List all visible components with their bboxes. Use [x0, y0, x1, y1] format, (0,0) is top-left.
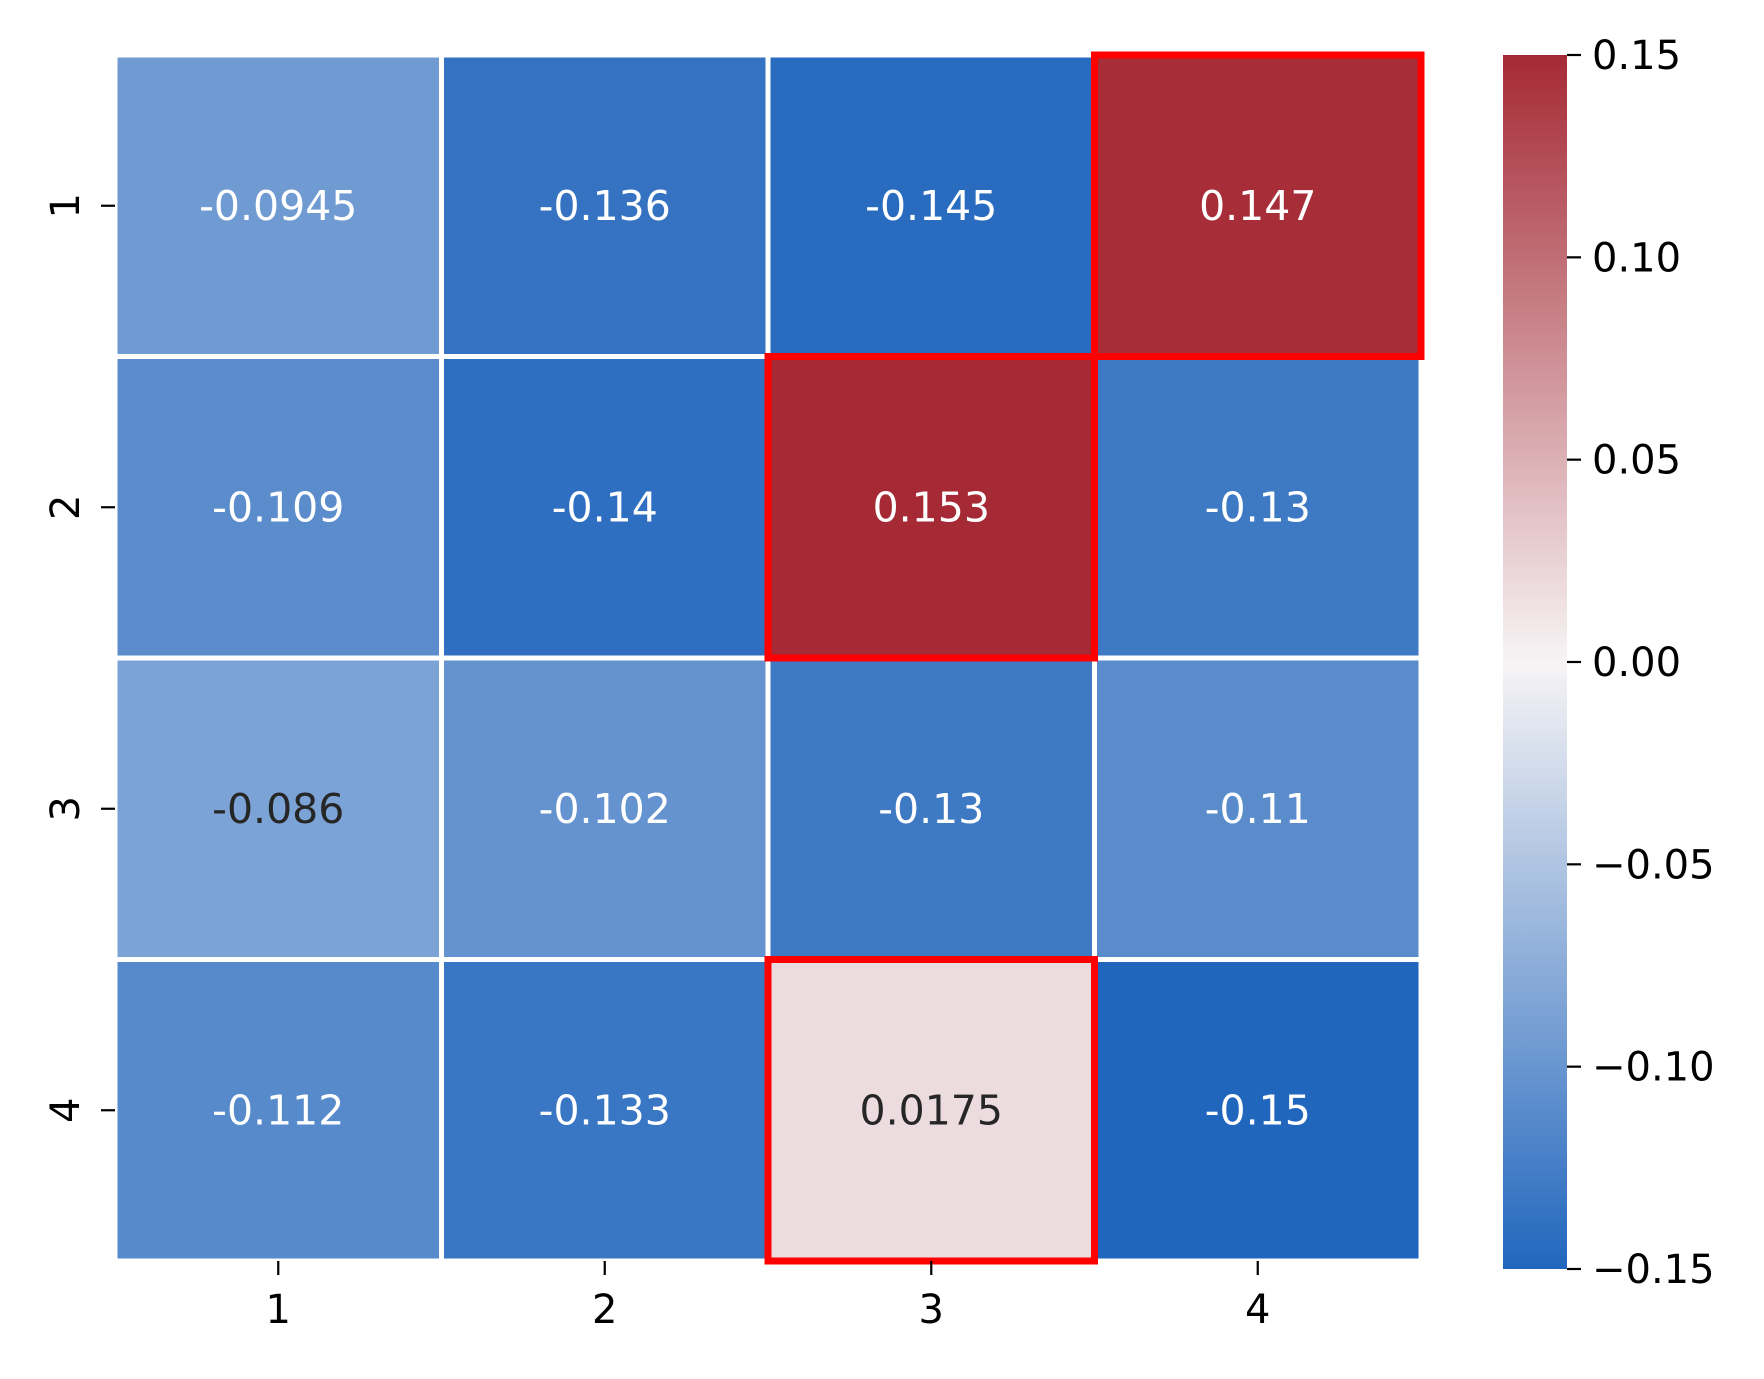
cell-value-label: -0.086: [212, 785, 344, 833]
cell-value-label: -0.133: [539, 1086, 671, 1134]
heatmap-cell: [770, 660, 1092, 957]
y-tick-label: 3: [43, 796, 89, 821]
colorbar-tick-label: 0.15: [1592, 33, 1681, 79]
y-axis: 1 2 3 4: [43, 193, 115, 1123]
cell-value-label: 0.147: [1199, 182, 1316, 230]
colorbar-tick-label: −0.10: [1592, 1045, 1715, 1091]
colorbar-tick-label: 0.05: [1592, 438, 1681, 484]
x-tick-label: 3: [919, 1287, 944, 1333]
cell-value-label: -0.145: [865, 182, 997, 230]
colorbar-tick-label: −0.05: [1592, 842, 1715, 888]
cell-value-label: 0.153: [873, 483, 990, 531]
x-axis: 1 2 3 4: [266, 1261, 1270, 1333]
colorbar: 0.15 0.10 0.05 0.00 −0.05 −0.10 −0.15: [1503, 33, 1715, 1293]
highlight-boxes: [764, 51, 1425, 1265]
heatmap-cell: [1097, 359, 1419, 656]
heatmap-cells: -0.0945 -0.136 -0.145 0.147 -0.109 -0.14 0.153…: [117, 57, 1419, 1259]
cell-value-label: 0.0175: [860, 1086, 1003, 1134]
heatmap-cell: [117, 359, 439, 656]
heatmap-cell: [1097, 57, 1419, 354]
highlight-box: [764, 353, 1098, 662]
cell-value-label: -0.15: [1205, 1086, 1311, 1134]
cell-value-label: -0.102: [539, 785, 671, 833]
x-tick-label: 4: [1245, 1287, 1270, 1333]
heatmap-cell: [117, 660, 439, 957]
heatmap-cell: [770, 962, 1092, 1259]
cell-value-label: -0.0945: [199, 182, 357, 230]
heatmap-cell: [444, 962, 766, 1259]
heatmap-cell: [1097, 962, 1419, 1259]
colorbar-tick-label: 0.00: [1592, 640, 1681, 686]
cell-value-label: -0.109: [212, 483, 344, 531]
y-tick-label: 1: [43, 193, 89, 218]
y-tick-label: 4: [43, 1098, 89, 1123]
colorbar-tick-label: −0.15: [1592, 1247, 1715, 1293]
heatmap-cell: [1097, 660, 1419, 957]
heatmap-cell: [770, 57, 1092, 354]
x-tick-label: 2: [592, 1287, 617, 1333]
heatmap-cell: [117, 57, 439, 354]
cell-value-label: -0.13: [1205, 483, 1311, 531]
heatmap-cell: [117, 962, 439, 1259]
cell-value-label: -0.14: [552, 483, 658, 531]
highlight-box: [1091, 51, 1425, 360]
heatmap-cell: [770, 359, 1092, 656]
colorbar-tick-label: 0.10: [1592, 235, 1681, 281]
heatmap-cell: [444, 359, 766, 656]
cell-value-label: -0.136: [539, 182, 671, 230]
cell-value-label: -0.13: [878, 785, 984, 833]
cell-value-label: -0.112: [212, 1086, 344, 1134]
cell-value-label: -0.11: [1205, 785, 1311, 833]
heatmap-cell: [444, 660, 766, 957]
colorbar-gradient: [1503, 55, 1567, 1269]
heatmap-cell: [444, 57, 766, 354]
y-tick-label: 2: [43, 495, 89, 520]
x-tick-label: 1: [266, 1287, 291, 1333]
